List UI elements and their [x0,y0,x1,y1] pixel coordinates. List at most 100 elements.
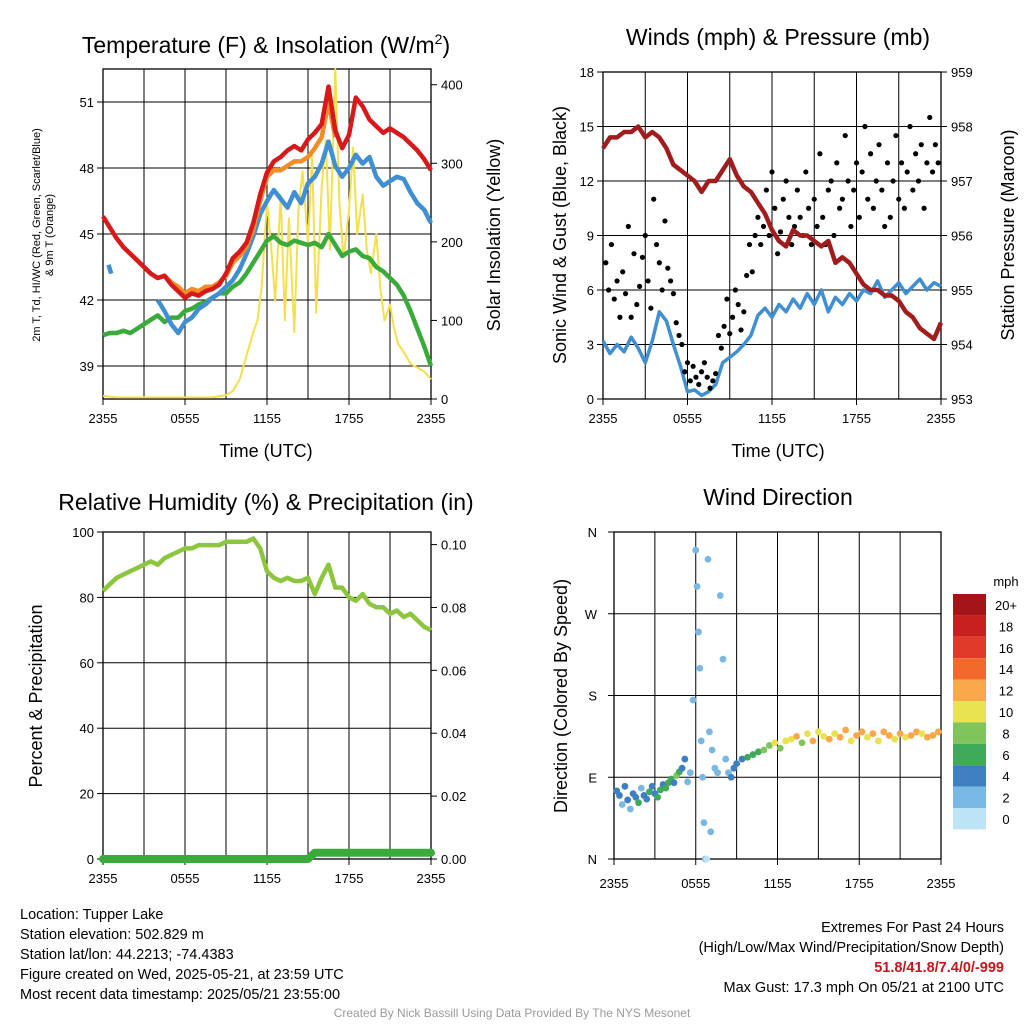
dewpt-line [102,231,434,367]
gust-point [775,251,781,257]
direction-point [708,746,716,754]
direction-point [918,730,926,738]
direction-point [695,628,702,636]
p2-ytick-label: 12 [580,174,594,189]
p2-ytick-right-label: 953 [951,392,973,407]
panel2-title: Winds (mph) & Pressure (mb) [626,24,930,50]
solar-line [102,68,432,399]
gust-point [603,260,609,266]
p2-ytick-label: 18 [580,65,594,80]
precip-line [99,848,435,863]
gust-point [842,132,848,139]
direction-point [885,732,893,739]
p2-ytick-label: 15 [580,120,594,135]
gust-point [676,332,682,339]
direction-point [681,755,689,763]
p4-xtick-label: 2355 [927,876,956,891]
gust-point [668,278,674,284]
direction-point [626,805,634,813]
gust-point [839,196,846,202]
panel1-xlabel: Time (UTC) [219,441,312,461]
gust-point [817,151,823,157]
direction-point [874,737,882,745]
direction-point [693,583,701,590]
direction-point [825,735,833,743]
gust-point [887,214,893,220]
gust-point [701,360,708,366]
p1-ytick-right-label: 200 [441,235,463,250]
gust-point [763,187,769,193]
direction-point [738,755,746,763]
direction-point [793,732,800,740]
direction-point [831,730,839,738]
p2-ytick-right-label: 954 [951,338,973,353]
direction-point [934,728,942,736]
p2-xtick-label: 1155 [758,411,786,426]
gust-point [637,283,643,289]
legend-label: 8 [1002,726,1009,741]
gust-point [631,251,637,257]
gust-point [890,178,896,184]
gust-point [876,142,882,148]
p4-ytick-label: S [588,689,597,704]
direction-point [704,555,712,563]
p2-xtick-label: 0555 [673,411,702,426]
direction-point [749,751,757,758]
direction-point [678,764,686,772]
gust-point [935,160,941,166]
extremes-info: Extremes For Past 24 Hours (High/Low/Max… [699,918,1004,998]
p2-ytick-right-label: 955 [951,283,973,298]
legend-label: 18 [999,619,1013,634]
direction-point [643,795,651,803]
gust-point [721,323,727,329]
gust-point [608,241,615,248]
direction-point [907,732,915,739]
legend-label: 10 [999,705,1013,720]
gust-point [687,378,693,384]
direction-point [847,737,855,745]
direction-point [654,793,661,801]
gust-point [831,232,837,239]
gust-point [845,178,851,184]
direction-point [684,778,691,786]
p3-xtick-label: 1755 [335,871,364,886]
gust-point [673,320,679,326]
latlon-text: Station lat/lon: 44.2213; -74.4383 [20,947,234,963]
p2-ytick-label: 0 [587,392,594,407]
direction-point [913,728,920,736]
direction-point [891,735,899,743]
created-text: Figure created on Wed, 2025-05-21, at 23… [20,967,344,983]
p1-ytick-label: 45 [80,227,94,242]
gust-point [752,232,758,239]
legend-swatch [953,786,986,808]
gust-point [929,169,936,175]
direction-point [697,737,705,745]
p1-ytick-label: 42 [80,293,94,308]
gust-point [879,187,885,193]
legend-swatch [953,743,986,766]
gust-point [811,196,817,202]
direction-point [858,728,866,736]
gust-point [698,369,705,375]
p4-xtick-label: 1155 [764,876,792,891]
gust-point [848,223,854,230]
gust-point [780,196,786,202]
gust-point [828,178,834,184]
humidity-panel: Relative Humidity (%) & Precipitation (i… [26,489,474,886]
p1-xtick-label: 1155 [253,411,281,426]
gust-point [791,223,798,230]
extremes-title: Extremes For Past 24 Hours [821,920,1004,936]
direction-point [836,733,844,741]
gust-point [614,278,620,284]
rh-line [101,536,432,633]
direction-point [782,737,790,745]
gust-point [690,363,696,369]
direction-point [648,782,656,790]
direction-point [637,784,645,792]
gust-point [732,287,738,293]
direction-point [809,737,817,745]
direction-point [733,760,741,768]
station-info: Location: Tupper Lake Station elevation:… [20,905,344,1005]
gust-point [853,160,860,166]
